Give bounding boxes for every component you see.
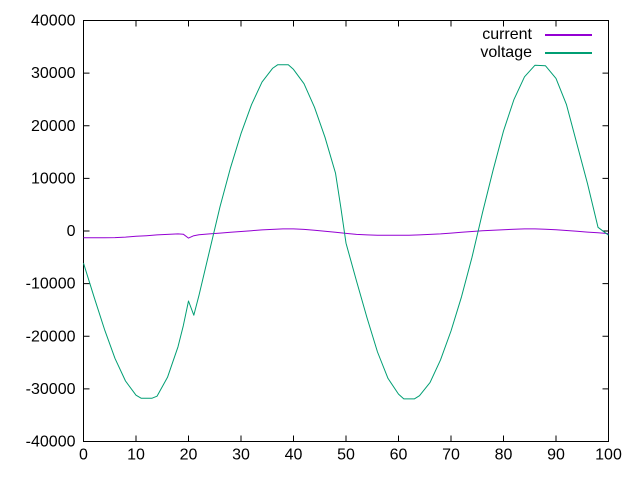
y-tick-label: -10000 bbox=[26, 276, 76, 293]
legend-item-current: current bbox=[480, 26, 592, 43]
x-tick-label: 100 bbox=[595, 447, 622, 464]
legend-label-current: current bbox=[482, 26, 532, 43]
x-tick-label: 40 bbox=[285, 447, 303, 464]
x-tick-label: 0 bbox=[79, 447, 88, 464]
x-tick-label: 90 bbox=[547, 447, 565, 464]
legend-label-voltage: voltage bbox=[480, 44, 532, 61]
plot-border bbox=[83, 20, 609, 442]
legend-line-swatch-current bbox=[545, 33, 592, 36]
x-tick-label: 10 bbox=[127, 447, 145, 464]
voltage-line bbox=[83, 64, 609, 400]
x-tick-label: 60 bbox=[390, 447, 408, 464]
legend-item-voltage: voltage bbox=[480, 44, 592, 61]
y-tick-label: 30000 bbox=[31, 65, 76, 82]
y-tick-label: 10000 bbox=[31, 170, 76, 187]
legend: current voltage bbox=[480, 26, 592, 61]
current-line bbox=[83, 228, 609, 239]
y-tick-label: -40000 bbox=[26, 434, 76, 451]
y-tick-label: 20000 bbox=[31, 118, 76, 135]
legend-line-swatch-voltage bbox=[545, 51, 592, 54]
x-tick-label: 70 bbox=[442, 447, 460, 464]
y-tick-label: -30000 bbox=[26, 381, 76, 398]
x-tick-label: 30 bbox=[232, 447, 250, 464]
y-tick-label: 0 bbox=[67, 223, 76, 240]
x-tick-label: 20 bbox=[180, 447, 198, 464]
y-tick-label: -20000 bbox=[26, 328, 76, 345]
y-tick-label: 40000 bbox=[31, 13, 76, 30]
x-tick-label: 50 bbox=[337, 447, 355, 464]
x-tick-label: 80 bbox=[495, 447, 513, 464]
